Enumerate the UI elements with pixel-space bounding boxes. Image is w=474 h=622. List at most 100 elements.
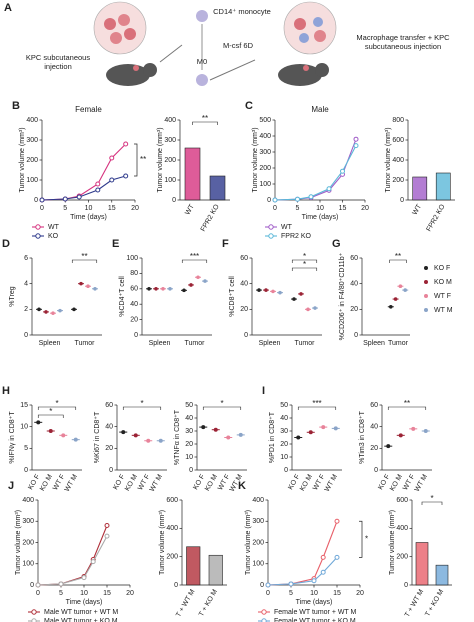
point [121,430,126,435]
y-tick-label: 600 [166,497,178,504]
label-box: M-csf 6D [223,42,253,50]
y-axis-label: Tumor volume (mm³) [159,510,166,575]
x-tick-label: 0 [40,205,44,212]
point [288,581,294,587]
point [182,288,186,293]
y-axis-label: Tumor volume (mm³) [19,127,26,192]
x-tick-label: 15 [108,205,116,212]
significance-bracket [71,259,98,263]
y-tick-label: 800 [392,117,404,124]
y-tick-label: 50 [185,402,193,409]
panel-letter: B [12,100,20,112]
legend-label: WT M [434,307,453,314]
significance: * [365,534,368,543]
y-tick-label: 20 [350,306,358,313]
y-tick-label: 20 [240,306,248,313]
y-tick-label: 100 [164,177,176,184]
y-tick-label: 400 [26,117,38,124]
y-tick-label: 100 [252,561,264,568]
y-tick-label: 50 [280,402,288,409]
point [158,438,163,443]
y-axis-label: %Treg [9,286,16,306]
point [334,554,340,560]
y-tick-label: 60 [105,402,113,409]
y-tick-label: 400 [259,133,271,140]
panel-letter: G [332,238,341,250]
point [340,168,345,174]
significance-bracket [122,406,162,410]
point [296,435,301,440]
y-tick-label: 200 [164,157,176,164]
significance: * [220,399,223,408]
y-tick-label: 60 [240,255,248,262]
significance: ** [202,114,208,123]
x-tick-label: Spleen [39,340,61,347]
legend-marker [261,609,267,615]
point [133,433,138,438]
x-tick-label: FPR2 KO [426,203,447,233]
y-tick-label: 60 [350,255,358,262]
x-tick-label: KO M [389,473,404,492]
y-tick-label: 300 [26,137,38,144]
series-line [267,521,338,586]
y-tick-label: 4 [24,281,28,288]
significance-bracket [192,121,218,125]
point [95,181,101,187]
y-tick-label: 30 [185,428,193,435]
legend-marker [268,233,274,239]
significance: *** [190,252,199,261]
point [76,194,82,200]
y-tick-label: 200 [392,177,404,184]
y-tick-label: 40 [240,281,248,288]
panel-letter: F [222,238,229,250]
diagram-label: M0 [196,58,208,66]
y-axis-label: Tumor volume (mm³) [15,510,22,575]
y-tick-label: 300 [22,518,34,525]
x-tick-label: KO M [124,473,139,492]
y-tick-label: 200 [259,165,271,172]
x-tick-label: WT [184,203,196,217]
macrophage [196,74,208,86]
x-tick-label: 15 [333,590,341,597]
y-tick-label: 2 [24,306,28,313]
significance-bracket [389,259,407,263]
point [423,429,428,433]
significance: ** [404,399,410,408]
y-tick-label: 200 [166,554,178,561]
y-axis-label: %CD206⁺ in F4/80⁺CD11b⁺ [339,252,346,340]
point [79,281,83,286]
significance-bracket [202,406,242,410]
y-tick-label: 30 [280,428,288,435]
point [320,569,326,575]
y-axis-label: %CD4⁺T cell [119,276,126,317]
significance: *** [312,399,321,408]
y-tick-label: 300 [259,149,271,156]
tumor-cell [314,30,326,42]
label-box: CD14⁺ monocyte [213,8,271,16]
x-tick-label: 20 [126,590,134,597]
x-tick-label: 15 [339,205,347,212]
diagram-label: CD14⁺ monocyte [213,8,271,16]
point [264,288,268,292]
chart-title: Male [311,105,329,114]
x-tick-label: 10 [310,590,318,597]
y-tick-label: 0 [400,197,404,204]
bar [435,564,449,586]
legend-marker [424,266,428,270]
y-axis-label: Tumor volume (mm³) [157,127,164,192]
significance-bracket [297,406,337,410]
point [147,287,151,291]
point [93,287,97,291]
significance-bracket [134,143,138,177]
point [146,438,151,443]
x-tick-label: KO M [204,473,219,492]
legend-label: KO F [434,265,450,272]
point [73,437,78,442]
significance-bracket [181,259,208,263]
arrow [209,59,256,81]
y-tick-label: 100 [22,561,34,568]
point [196,275,200,280]
macrophage-cell [299,33,309,43]
y-tick-label: 60 [370,402,378,409]
x-tick-label: 20 [131,205,139,212]
